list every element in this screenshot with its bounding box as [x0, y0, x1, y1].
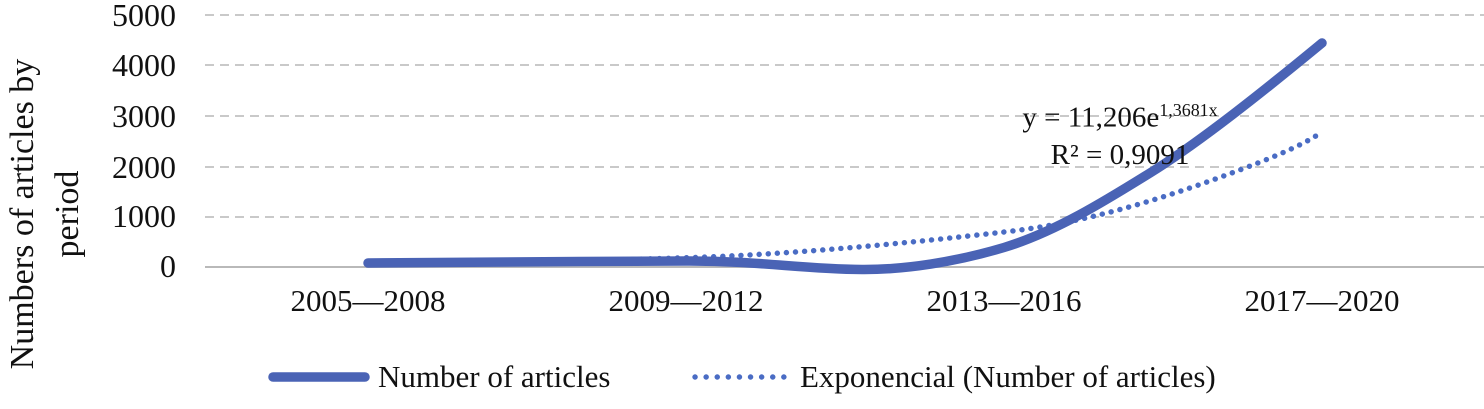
trendline-r-squared: R² = 0,9091: [1050, 138, 1190, 171]
legend-label-number-of-articles: Number of articles: [378, 359, 611, 394]
gridline-4000: [205, 64, 1484, 66]
trendline-annotation: y = 11,206e1,3681x R² = 0,9091: [945, 92, 1295, 174]
y-tick-4000: 4000: [112, 47, 176, 83]
x-tick-2005-2008: 2005—2008: [290, 283, 446, 318]
equation-exponent: 1,3681x: [1159, 100, 1218, 120]
y-tick-5000: 5000: [112, 0, 176, 33]
x-tick-2013-2016: 2013—2016: [926, 283, 1082, 318]
gridline-2000: [205, 165, 1484, 168]
gridline-1000: [205, 216, 1484, 218]
gridline-3000: [205, 115, 1484, 117]
legend-label-exponencial: Exponencial (Number of articles): [800, 359, 1216, 394]
trendline-equation: y = 11,206e1,3681x: [945, 92, 1295, 137]
x-tick-2017-2020: 2017—2020: [1244, 283, 1400, 318]
y-tick-0: 0: [160, 248, 176, 284]
y-tick-1000: 1000: [112, 198, 176, 234]
gridline-5000: [205, 13, 1484, 16]
series-number-of-articles-solid: [363, 38, 1327, 275]
equation-base: y = 11,206e: [1022, 101, 1160, 134]
x-tick-2009-2012: 2009—2012: [608, 283, 764, 318]
y-tick-2000: 2000: [112, 149, 176, 185]
y-tick-3000: 3000: [112, 98, 176, 134]
